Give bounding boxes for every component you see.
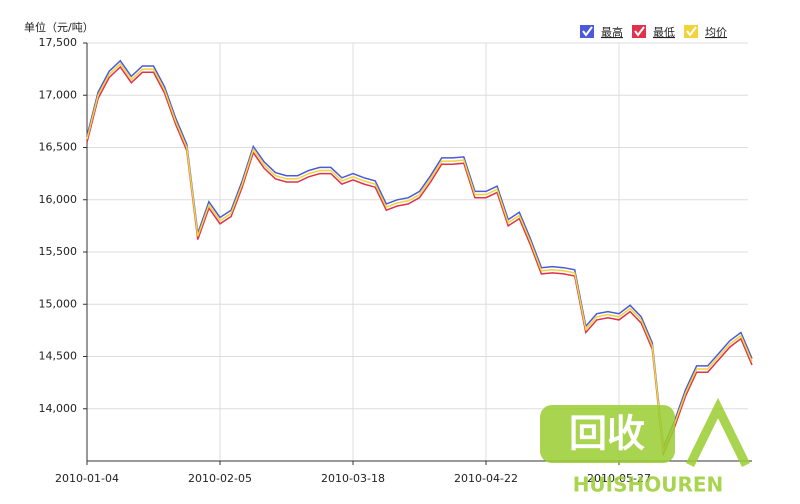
watermark: 回收 HUISHOUREN (540, 397, 751, 497)
x-tick-label: 2010-05-27 (587, 472, 651, 485)
y-tick-label: 14,500 (39, 350, 78, 363)
watermark-mark: 回收 (569, 412, 645, 456)
y-tick-label: 16,000 (39, 193, 78, 206)
legend-check (634, 26, 645, 37)
series-line (86, 65, 753, 457)
legend-label: 最低 (653, 26, 675, 39)
x-tick-label: 2010-03-18 (321, 472, 385, 485)
series-line (86, 62, 753, 454)
y-tick-label: 15,500 (39, 245, 78, 258)
y-tick-label: 14,000 (39, 402, 78, 415)
x-tick-label: 2010-01-04 (55, 472, 119, 485)
y-tick-label: 17,000 (39, 88, 78, 101)
watermark-logo (685, 397, 751, 467)
y-tick-label: 17,500 (39, 36, 78, 49)
watermark-brand: HUISHOUREN (573, 473, 724, 497)
plot: 14,000 14,500 15,000 15,500 16,000 16,500 17,0… (39, 36, 753, 485)
y-axis-label: 单位（元/吨） (24, 20, 94, 34)
series-line (86, 59, 753, 451)
legend-label: 最高 (601, 25, 623, 39)
y-tick-label: 16,500 (39, 141, 78, 154)
legend-label: 均价 (705, 26, 727, 39)
x-tick-label: 2010-04-22 (454, 472, 518, 485)
legend-check (582, 26, 593, 37)
watermark-badge (540, 405, 675, 463)
y-tick-label: 15,000 (39, 297, 78, 310)
x-tick-label: 2010-02-05 (188, 472, 252, 485)
legend-check (686, 26, 697, 37)
